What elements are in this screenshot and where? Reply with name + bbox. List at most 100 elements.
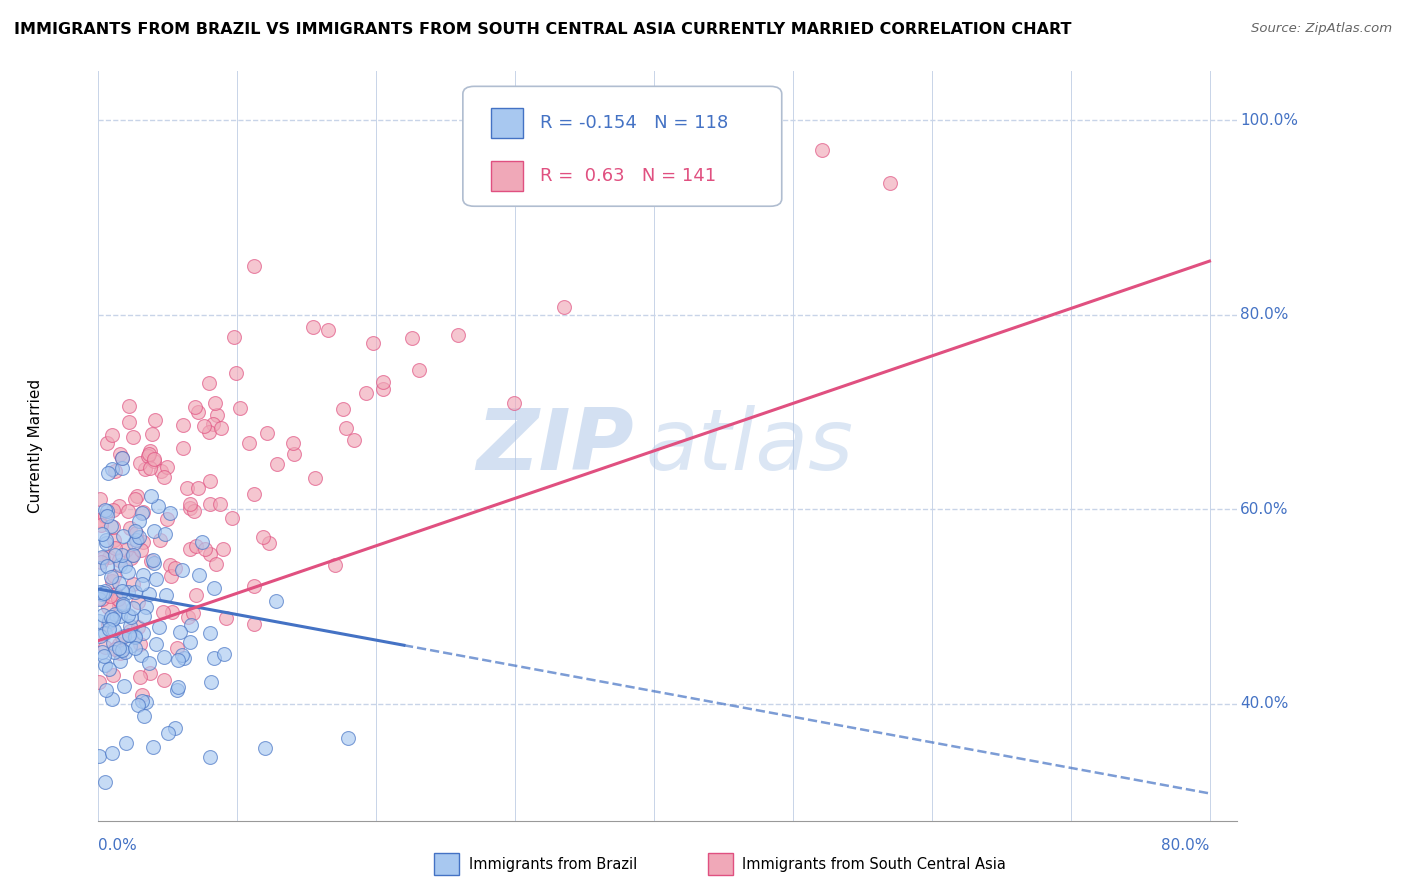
- Point: [204, 651, 226, 665]
- Point: [108, 558, 131, 573]
- Point: [166, 653, 188, 667]
- Point: [354, 386, 377, 401]
- Point: [153, 650, 176, 665]
- Point: [94, 583, 117, 598]
- Point: [91, 587, 114, 601]
- Point: [343, 433, 366, 447]
- Point: [139, 665, 162, 680]
- Text: 80.0%: 80.0%: [1240, 307, 1288, 322]
- Point: [187, 405, 209, 419]
- Point: [124, 641, 146, 656]
- Point: [96, 536, 118, 550]
- Point: [101, 612, 124, 626]
- Point: [135, 599, 157, 614]
- Point: [118, 624, 141, 638]
- Point: [118, 640, 141, 654]
- Point: [89, 585, 111, 599]
- Text: Immigrants from South Central Asia: Immigrants from South Central Asia: [742, 856, 1005, 871]
- Point: [183, 503, 205, 517]
- Point: [132, 505, 155, 519]
- Text: Immigrants from Brazil: Immigrants from Brazil: [468, 856, 637, 871]
- Point: [163, 721, 186, 735]
- Point: [117, 399, 139, 413]
- Point: [138, 657, 160, 671]
- Point: [124, 533, 146, 547]
- Point: [124, 524, 146, 538]
- Point: [122, 430, 145, 444]
- Point: [198, 750, 221, 764]
- Point: [89, 748, 111, 763]
- Point: [184, 401, 207, 415]
- Point: [198, 376, 221, 390]
- Point: [104, 464, 127, 478]
- Point: [97, 623, 120, 637]
- Text: Currently Married: Currently Married: [28, 379, 44, 513]
- Point: [112, 679, 135, 693]
- Point: [332, 401, 354, 416]
- Point: [124, 630, 146, 644]
- Point: [90, 527, 112, 541]
- Text: 80.0%: 80.0%: [1161, 838, 1209, 853]
- Point: [89, 492, 111, 507]
- Point: [131, 577, 153, 591]
- Point: [115, 736, 138, 750]
- Point: [879, 176, 901, 190]
- Point: [118, 628, 141, 642]
- Point: [87, 675, 110, 690]
- Point: [110, 654, 132, 668]
- Point: [136, 449, 159, 463]
- Point: [89, 592, 111, 607]
- Point: [141, 489, 163, 503]
- FancyBboxPatch shape: [491, 161, 523, 191]
- Point: [211, 542, 233, 557]
- Point: [97, 599, 120, 614]
- Point: [100, 570, 122, 584]
- Text: R =  0.63   N = 141: R = 0.63 N = 141: [540, 167, 717, 185]
- Point: [89, 629, 111, 643]
- Point: [122, 601, 145, 615]
- Point: [121, 576, 143, 591]
- Point: [363, 336, 385, 351]
- Point: [145, 637, 167, 651]
- Point: [142, 553, 165, 567]
- Point: [100, 692, 122, 706]
- Point: [156, 726, 179, 740]
- Point: [141, 427, 163, 442]
- Point: [97, 662, 120, 676]
- Point: [103, 569, 125, 583]
- Point: [139, 443, 162, 458]
- Point: [150, 464, 173, 478]
- Text: 40.0%: 40.0%: [1240, 697, 1288, 711]
- Point: [110, 608, 132, 623]
- Point: [252, 531, 274, 545]
- Point: [127, 620, 149, 634]
- Point: [128, 456, 150, 470]
- Point: [373, 375, 395, 389]
- Text: ZIP: ZIP: [477, 404, 634, 488]
- Point: [302, 320, 325, 334]
- Point: [107, 575, 129, 590]
- FancyBboxPatch shape: [707, 853, 733, 875]
- Point: [101, 668, 124, 682]
- Point: [172, 417, 194, 432]
- Point: [111, 451, 134, 466]
- Point: [242, 260, 264, 274]
- Point: [87, 512, 110, 526]
- Point: [138, 446, 160, 460]
- Point: [152, 605, 174, 619]
- Point: [107, 637, 129, 651]
- Text: 0.0%: 0.0%: [98, 838, 138, 853]
- Point: [163, 561, 186, 575]
- Point: [90, 518, 112, 533]
- Point: [103, 623, 125, 637]
- Point: [128, 530, 150, 544]
- Point: [131, 506, 153, 520]
- Text: atlas: atlas: [645, 404, 853, 488]
- Text: Source: ZipAtlas.com: Source: ZipAtlas.com: [1251, 22, 1392, 36]
- Text: 60.0%: 60.0%: [1240, 502, 1288, 516]
- Point: [97, 550, 120, 565]
- Point: [94, 683, 117, 698]
- Point: [225, 366, 247, 380]
- Point: [120, 551, 142, 566]
- Point: [91, 551, 114, 566]
